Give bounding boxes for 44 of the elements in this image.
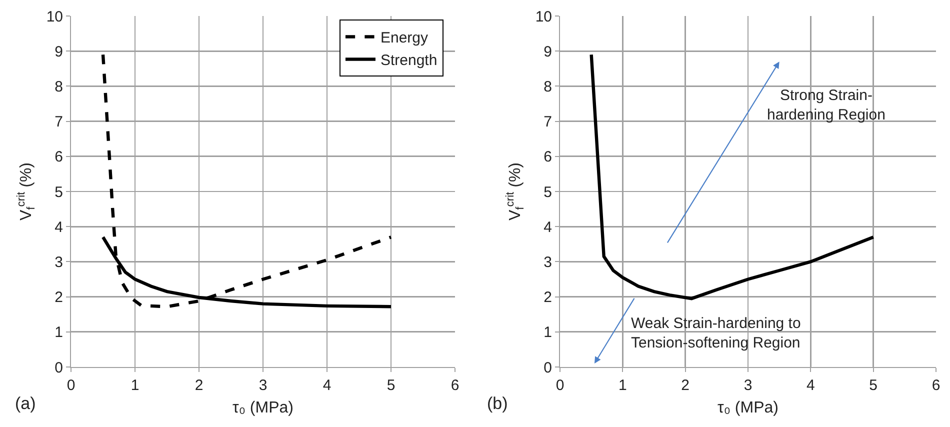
y-tick-label: 3 [54,254,63,271]
text: (b) [487,394,508,413]
y-tick-label: 9 [544,43,552,60]
y-tick-label: 2 [54,289,63,306]
x-tick-label: 2 [681,377,690,394]
x-tick-label: 0 [66,377,76,394]
y-tick-label: 7 [544,114,552,131]
x-axis-title: τ₀ (MPa) [232,400,294,417]
x-axis-title: τ₀ (MPa) [718,400,778,417]
y-tick-label: 1 [54,324,63,342]
y-tick-label: 8 [54,78,63,96]
text: (a) [15,394,36,413]
y-tick-label: 4 [54,218,63,236]
annotation: Strong Strain- hardening Region [767,87,886,124]
x-tick-label: 4 [322,377,332,394]
y-tick-label: 10 [46,8,63,26]
y-tick-label: 6 [54,148,63,166]
y-tick-label: 2 [544,289,552,306]
y-tick-label: 0 [544,359,552,376]
y-tick-label: 4 [544,218,552,236]
y-tick-label: 7 [54,114,63,131]
y-tick-label: 0 [54,359,63,376]
x-tick-label: 1 [130,377,140,394]
x-tick-label: 6 [932,377,940,394]
x-tick-label: 0 [556,377,564,394]
x-tick-label: 1 [618,377,627,394]
x-tick-label: 2 [194,377,204,394]
legend-label: Strength [380,52,438,70]
annotation: Weak Strain-hardening to Tension-softening Region [631,315,801,352]
x-tick-label: 6 [450,377,460,394]
y-tick-label: 3 [544,254,552,271]
y-tick-label: 10 [535,8,552,26]
y-tick-label: 5 [54,184,63,201]
y-tick-label: 1 [544,324,552,342]
x-tick-label: 3 [744,377,752,394]
y-tick-label: 9 [54,43,63,60]
legend-label: Energy [380,30,429,47]
x-tick-label: 3 [258,377,268,394]
y-tick-label: 6 [544,148,552,166]
y-tick-label: 5 [544,184,552,201]
x-tick-label: 5 [386,377,396,394]
x-tick-label: 5 [869,377,878,394]
x-tick-label: 4 [806,377,815,394]
y-tick-label: 8 [544,78,552,96]
